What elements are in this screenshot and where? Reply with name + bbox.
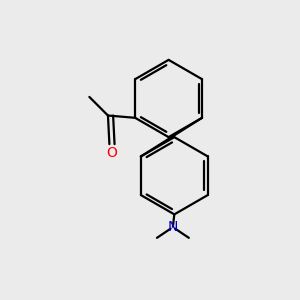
- Text: O: O: [106, 146, 117, 160]
- Text: N: N: [168, 220, 178, 234]
